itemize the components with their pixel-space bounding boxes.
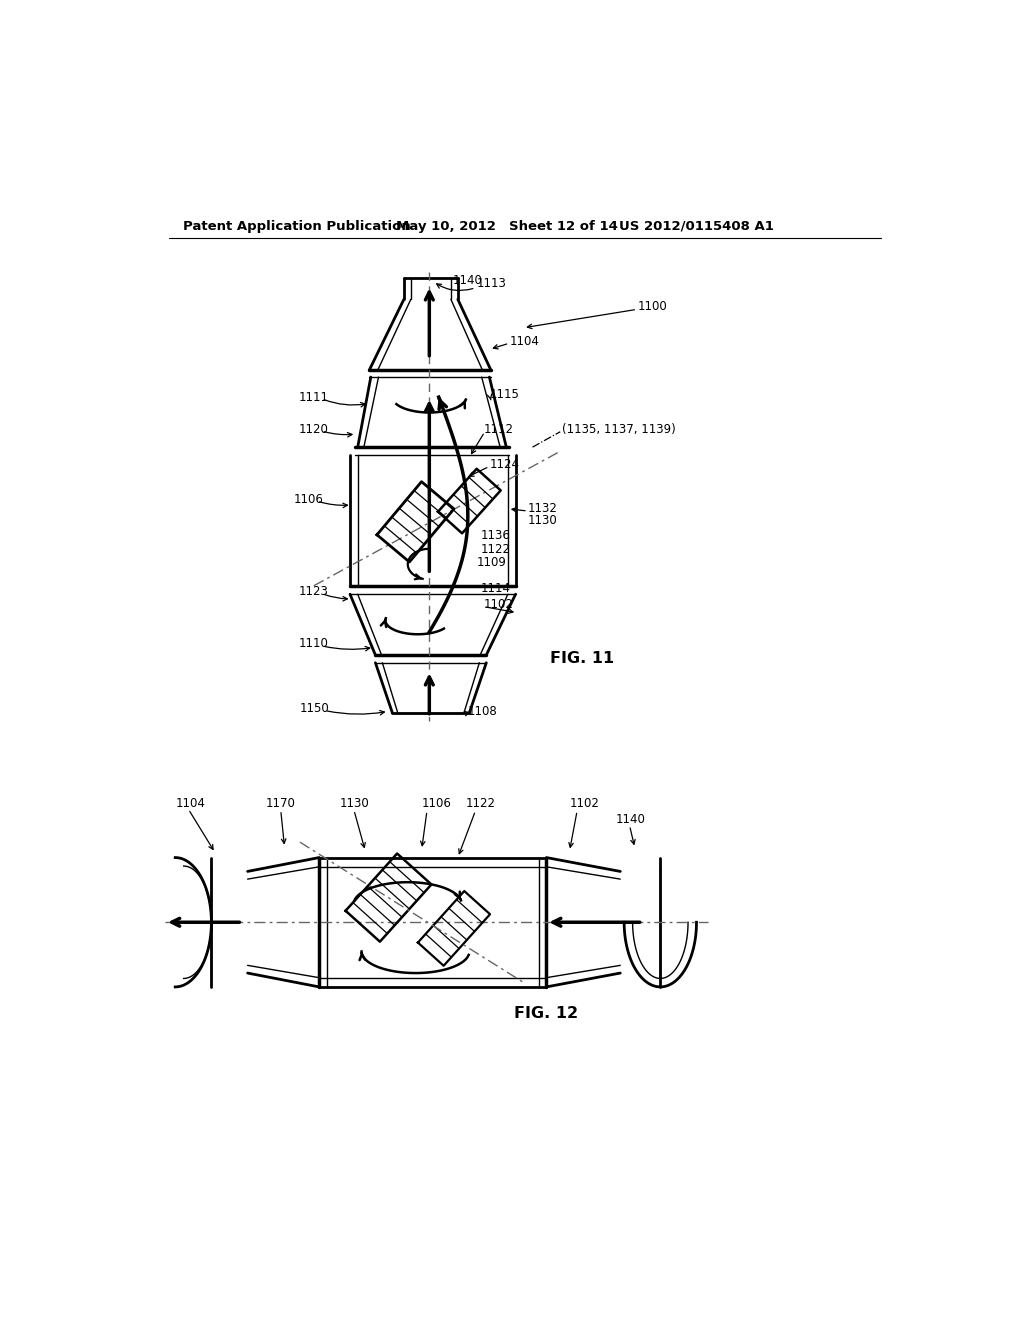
Text: 1132: 1132 [528, 502, 558, 515]
Text: 1104: 1104 [509, 335, 540, 348]
Text: 1100: 1100 [637, 300, 667, 313]
Text: 1136: 1136 [481, 529, 511, 543]
Text: 1115: 1115 [490, 388, 520, 401]
Text: 1140: 1140 [615, 813, 645, 825]
Text: 1106: 1106 [422, 797, 452, 810]
Text: 1130: 1130 [528, 513, 558, 527]
Text: 1102: 1102 [483, 598, 513, 611]
Text: 1102: 1102 [569, 797, 599, 810]
Text: 1109: 1109 [477, 556, 507, 569]
Text: (1135, 1137, 1139): (1135, 1137, 1139) [562, 422, 676, 436]
Text: 1123: 1123 [298, 585, 329, 598]
Text: FIG. 12: FIG. 12 [514, 1006, 579, 1020]
Text: 1114: 1114 [481, 582, 511, 594]
Text: 1122: 1122 [481, 543, 511, 556]
Text: 1111: 1111 [298, 391, 329, 404]
Text: 1104: 1104 [175, 797, 205, 810]
Text: 1140: 1140 [453, 273, 482, 286]
Text: 1150: 1150 [300, 702, 330, 715]
Text: 1120: 1120 [298, 422, 329, 436]
Text: US 2012/0115408 A1: US 2012/0115408 A1 [618, 219, 773, 232]
Text: 1170: 1170 [265, 797, 295, 810]
Text: May 10, 2012: May 10, 2012 [396, 219, 496, 232]
Text: 1130: 1130 [340, 797, 370, 810]
Text: 1106: 1106 [294, 492, 324, 506]
Text: 1112: 1112 [483, 422, 513, 436]
Text: Sheet 12 of 14: Sheet 12 of 14 [509, 219, 618, 232]
Text: 1113: 1113 [477, 277, 507, 290]
Text: 1110: 1110 [298, 638, 329, 649]
Text: 1122: 1122 [466, 797, 496, 810]
Text: 1108: 1108 [468, 705, 498, 718]
Text: FIG. 11: FIG. 11 [550, 651, 614, 667]
Text: 1124: 1124 [489, 458, 519, 471]
Text: Patent Application Publication: Patent Application Publication [183, 219, 411, 232]
